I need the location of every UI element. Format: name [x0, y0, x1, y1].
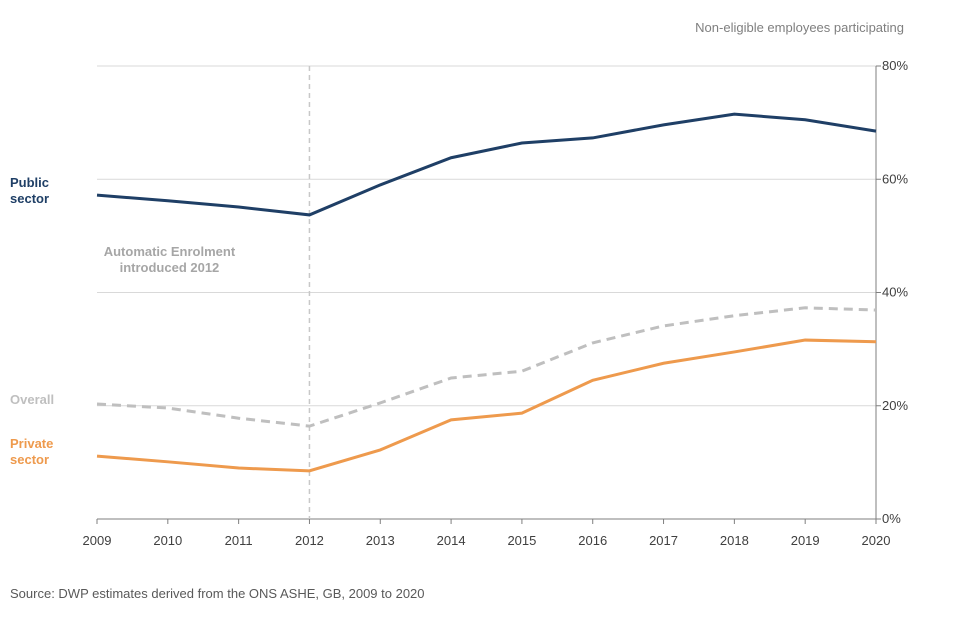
x-tick-label: 2011	[225, 533, 253, 548]
series-label: Private sector	[10, 436, 54, 468]
x-tick-label: 2013	[366, 533, 395, 548]
axis-title: Non-eligible employees participating	[695, 20, 904, 35]
annotation: Automatic Enrolment introduced 2012	[103, 244, 236, 275]
y-tick-label: 60%	[882, 171, 908, 186]
line-series	[96, 112, 877, 217]
x-tick-label: 2017	[649, 533, 678, 548]
line-series	[96, 338, 877, 473]
series-label: Public sector	[10, 175, 50, 207]
y-tick-label: 0%	[882, 511, 901, 526]
x-tick-label: 2010	[153, 533, 182, 548]
y-tick-label: 40%	[882, 285, 908, 300]
x-tick-label: 2020	[862, 533, 891, 548]
x-tick-label: 2012	[295, 533, 324, 548]
line-series	[96, 306, 877, 428]
y-tick-label: 20%	[882, 398, 908, 413]
x-tick-label: 2009	[83, 533, 112, 548]
x-tick-label: 2014	[437, 533, 466, 548]
x-tick-label: 2016	[578, 533, 607, 548]
series-label: Overall	[10, 392, 55, 408]
x-tick-label: 2019	[791, 533, 820, 548]
x-tick-label: 2015	[507, 533, 536, 548]
y-tick-label: 80%	[882, 58, 908, 73]
x-tick-label: 2018	[720, 533, 749, 548]
source-note: Source: DWP estimates derived from the O…	[10, 586, 425, 601]
